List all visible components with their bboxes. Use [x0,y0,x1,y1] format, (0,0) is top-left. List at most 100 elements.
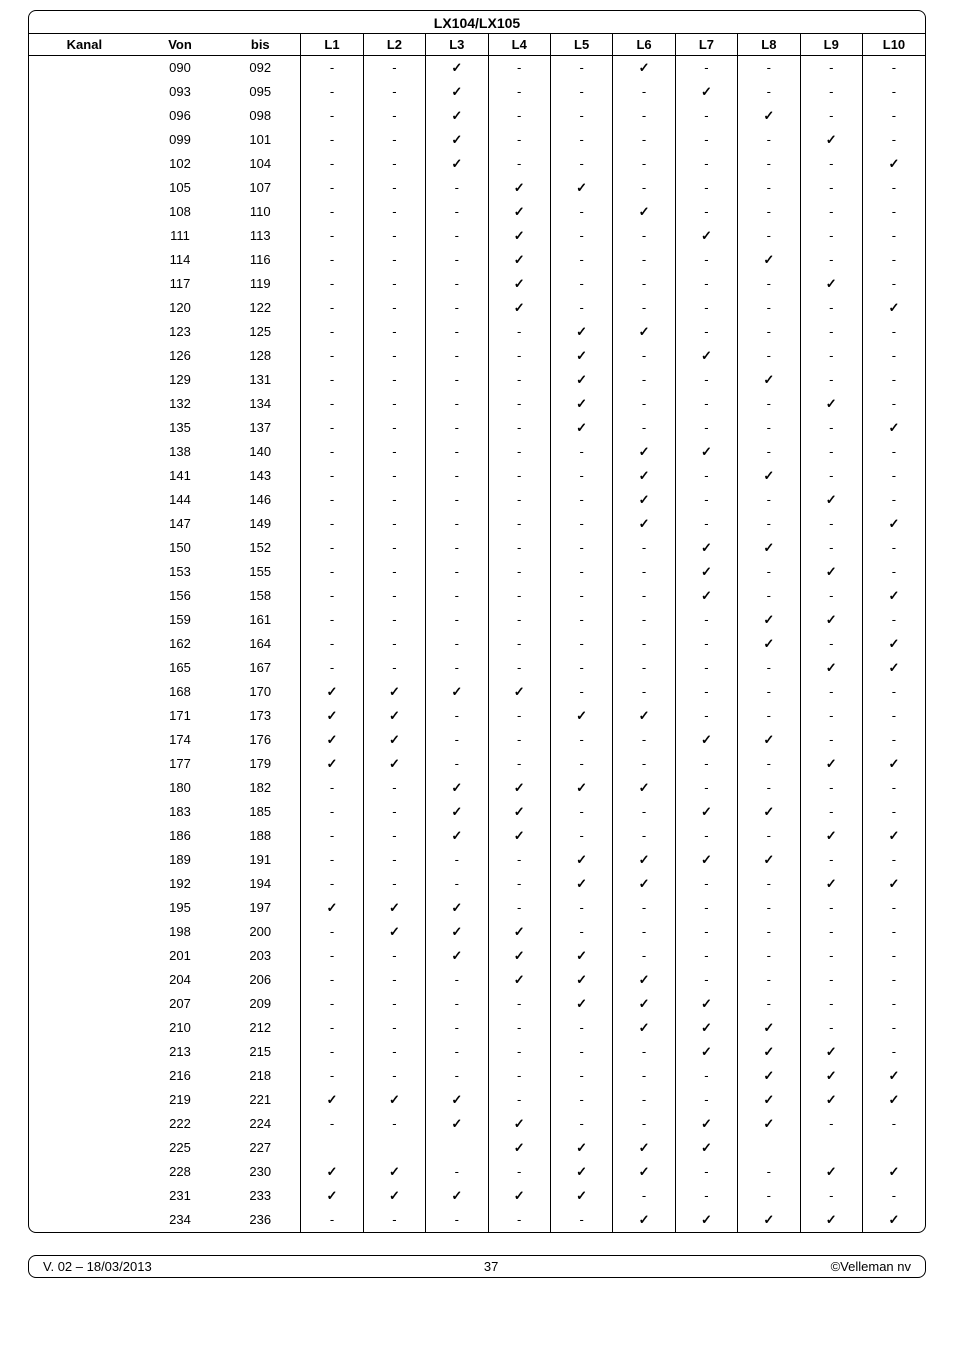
table-cell: 183 [140,800,221,824]
table-cell: ✓ [675,560,737,584]
table-cell [29,944,140,968]
table-cell: ✓ [613,1160,675,1184]
table-cell: - [862,176,925,200]
table-cell [29,272,140,296]
table-cell: - [613,1112,675,1136]
table-cell: - [426,1160,488,1184]
table-cell: - [613,344,675,368]
table-cell: - [613,800,675,824]
footer-copyright: ©Velleman nv [831,1259,911,1274]
table-row: 111113---✓--✓--- [29,224,925,248]
table-cell: - [488,152,550,176]
table-row: 153155------✓-✓- [29,560,925,584]
table-cell: 207 [140,992,221,1016]
table-cell: - [613,608,675,632]
table-row: 135137----✓----✓ [29,416,925,440]
table-cell: - [862,968,925,992]
table-cell: - [550,680,612,704]
table-cell: 152 [220,536,301,560]
table-cell: - [363,1208,425,1232]
table-cell: ✓ [738,1088,800,1112]
table-cell: - [862,920,925,944]
table-cell: ✓ [800,1040,862,1064]
table-row: 225227✓✓✓✓ [29,1136,925,1160]
table-cell: - [862,272,925,296]
table-cell: 138 [140,440,221,464]
table-cell: ✓ [675,1016,737,1040]
table-cell: - [738,344,800,368]
table-row: 195197✓✓✓------- [29,896,925,920]
table-cell: - [862,344,925,368]
table-cell: - [675,296,737,320]
table-cell [29,872,140,896]
table-cell: - [613,248,675,272]
table-cell: 119 [220,272,301,296]
table-cell: - [363,536,425,560]
table-cell: 110 [220,200,301,224]
table-row: 093095--✓---✓--- [29,80,925,104]
table-cell: - [675,1160,737,1184]
table-row: 159161-------✓✓- [29,608,925,632]
table-cell: - [426,224,488,248]
table-cell [363,1136,425,1160]
table-cell: ✓ [488,776,550,800]
table-cell: ✓ [738,464,800,488]
table-cell: - [675,488,737,512]
table-cell: - [738,80,800,104]
table-cell [29,992,140,1016]
table-cell: 185 [220,800,301,824]
table-cell: ✓ [613,320,675,344]
table-cell: - [550,1208,612,1232]
table-cell: - [363,152,425,176]
table-cell: - [363,800,425,824]
table-cell: ✓ [800,1160,862,1184]
table-cell [29,1208,140,1232]
table-cell: - [738,128,800,152]
table-cell: - [426,536,488,560]
table-cell: 108 [140,200,221,224]
table-cell: - [738,752,800,776]
table-cell: - [363,488,425,512]
table-cell: ✓ [613,56,675,80]
table-cell: - [550,896,612,920]
table-cell: - [301,224,363,248]
table-cell: - [363,200,425,224]
table-cell: - [800,536,862,560]
table-cell: ✓ [488,824,550,848]
table-cell: 192 [140,872,221,896]
table-cell: ✓ [301,1088,363,1112]
table-cell: 189 [140,848,221,872]
table-cell: - [738,992,800,1016]
table-row: 186188--✓✓----✓✓ [29,824,925,848]
table-cell: ✓ [862,152,925,176]
table-cell: - [426,440,488,464]
table-header-row: KanalVonbisL1L2L3L4L5L6L7L8L9L10 [29,34,925,56]
table-cell: 227 [220,1136,301,1160]
table-row: 222224--✓✓--✓✓-- [29,1112,925,1136]
table-cell [29,680,140,704]
table-cell [29,1064,140,1088]
table-cell: ✓ [550,368,612,392]
table-cell: - [363,272,425,296]
table-cell: - [613,728,675,752]
table-cell: - [675,512,737,536]
table-cell: - [426,368,488,392]
table-cell: ✓ [426,56,488,80]
table-cell: 206 [220,968,301,992]
table-cell: - [800,320,862,344]
table-cell: 215 [220,1040,301,1064]
table-cell: ✓ [862,824,925,848]
table-cell: - [738,488,800,512]
table-cell: - [613,152,675,176]
table-cell: - [426,752,488,776]
table-cell: ✓ [613,1208,675,1232]
table-row: 096098--✓----✓-- [29,104,925,128]
table-cell: - [363,224,425,248]
table-cell: 155 [220,560,301,584]
table-cell: ✓ [862,656,925,680]
table-cell: - [301,128,363,152]
table-cell: - [613,368,675,392]
table-cell: - [488,608,550,632]
table-cell: - [738,560,800,584]
table-cell: ✓ [738,1064,800,1088]
